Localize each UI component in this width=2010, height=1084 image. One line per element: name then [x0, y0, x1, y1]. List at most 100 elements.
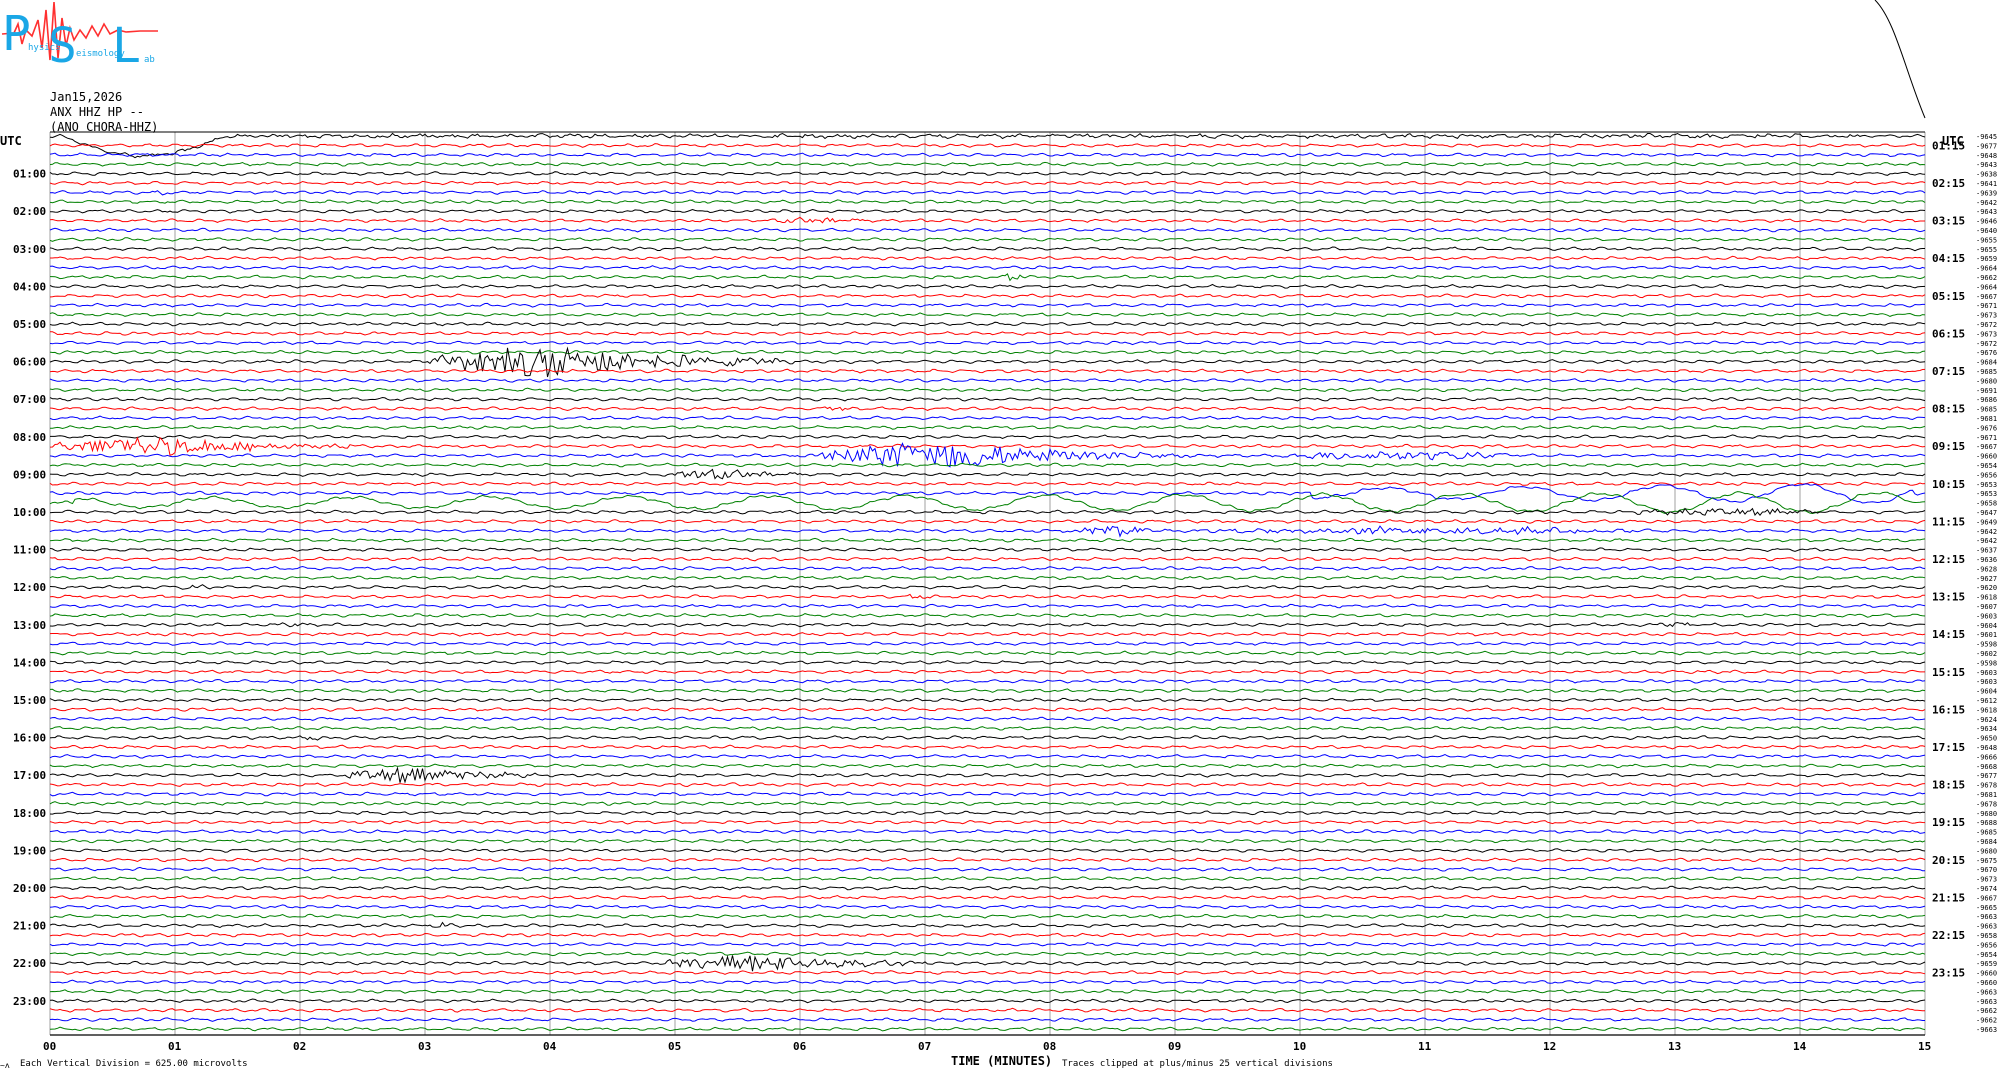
offset-label-50: -9607 — [1976, 603, 1997, 611]
trace-row-39 — [49, 491, 1926, 515]
offset-label-27: -9691 — [1976, 387, 1997, 395]
trace-row-91 — [49, 988, 1926, 994]
right-label-9: 10:15 — [1932, 478, 1965, 491]
offset-label-6: -9639 — [1976, 189, 1997, 197]
offset-label-71: -9678 — [1976, 800, 1997, 808]
right-label-5: 06:15 — [1932, 327, 1965, 340]
x-tick-10: 10 — [1293, 1040, 1306, 1053]
right-label-12: 13:15 — [1932, 591, 1965, 604]
offset-label-16: -9664 — [1976, 283, 1997, 291]
left-label-15: 16:00 — [13, 732, 46, 745]
x-tick-03: 03 — [418, 1040, 431, 1053]
trace-row-71 — [49, 800, 1926, 806]
x-tick-13: 13 — [1668, 1040, 1681, 1053]
trace-row-24 — [49, 346, 1926, 378]
trace-row-12 — [49, 246, 1925, 252]
offset-label-26: -9680 — [1976, 377, 1997, 385]
trace-row-8 — [50, 208, 1926, 214]
trace-row-79 — [49, 876, 1926, 882]
drift-curve — [1874, 0, 1926, 119]
offset-label-47: -9627 — [1976, 575, 1997, 583]
trace-row-51 — [49, 612, 1926, 618]
trace-row-26 — [49, 377, 1925, 383]
channel-label: ANX HHZ HP -- — [50, 105, 144, 119]
left-label-1: 02:00 — [13, 205, 46, 218]
trace-row-58 — [50, 678, 1926, 684]
trace-row-31 — [50, 425, 1926, 430]
clip-note: Traces clipped at plus/minus 25 vertical… — [1062, 1059, 1333, 1069]
trace-row-72 — [49, 810, 1926, 816]
offset-label-95: -9663 — [1976, 1026, 1997, 1034]
trace-row-36 — [49, 468, 1926, 480]
trace-row-89 — [50, 970, 1926, 976]
left-label-3: 04:00 — [13, 280, 46, 293]
corner-mark: ~ʌ — [0, 1061, 10, 1070]
right-label-1: 02:15 — [1932, 177, 1965, 190]
offset-label-41: -9649 — [1976, 518, 1997, 526]
offset-label-21: -9673 — [1976, 330, 1997, 338]
trace-row-62 — [49, 716, 1926, 722]
right-label-13: 14:15 — [1932, 628, 1965, 641]
trace-row-61 — [49, 706, 1926, 712]
trace-row-3 — [49, 161, 1926, 167]
offset-label-63: -9634 — [1976, 725, 1997, 733]
offset-label-29: -9685 — [1976, 406, 1997, 414]
right-label-10: 11:15 — [1932, 515, 1965, 528]
offset-label-64: -9650 — [1976, 735, 1997, 743]
offset-label-31: -9676 — [1976, 424, 1997, 432]
left-label-11: 12:00 — [13, 581, 46, 594]
trace-row-4 — [49, 171, 1926, 176]
right-label-17: 18:15 — [1932, 779, 1965, 792]
offset-label-53: -9601 — [1976, 631, 1997, 639]
trace-row-13 — [50, 255, 1926, 261]
left-label-17: 18:00 — [13, 807, 46, 820]
left-label-21: 22:00 — [13, 957, 46, 970]
right-label-14: 15:15 — [1932, 666, 1965, 679]
offset-label-89: -9660 — [1976, 970, 1997, 978]
trace-row-32 — [50, 434, 1926, 440]
right-label-3: 04:15 — [1932, 252, 1965, 265]
left-label-14: 15:00 — [13, 694, 46, 707]
logo-letter-p: P — [2, 6, 31, 62]
trace-row-86 — [49, 941, 1926, 947]
offset-label-10: -9640 — [1976, 227, 1997, 235]
trace-row-94 — [49, 1017, 1925, 1023]
offset-label-14: -9664 — [1976, 265, 1997, 273]
offset-label-46: -9628 — [1976, 565, 1997, 573]
trace-row-34 — [49, 442, 1926, 468]
offset-label-28: -9686 — [1976, 396, 1997, 404]
trace-row-95 — [49, 1026, 1926, 1032]
right-label-11: 12:15 — [1932, 553, 1965, 566]
time-gridlines — [49, 132, 1926, 1035]
right-label-6: 07:15 — [1932, 365, 1965, 378]
right-label-22: 23:15 — [1932, 967, 1965, 980]
right-label-0: 01:15 — [1932, 139, 1965, 152]
trace-row-37 — [49, 481, 1926, 487]
left-label-18: 19:00 — [13, 844, 46, 857]
offset-label-68: -9677 — [1976, 772, 1997, 780]
x-tick-11: 11 — [1418, 1040, 1432, 1053]
trace-row-7 — [49, 199, 1926, 205]
logo-word-physics: hysics — [28, 43, 61, 53]
x-tick-06: 06 — [793, 1040, 807, 1053]
trace-row-11 — [49, 237, 1925, 242]
offset-label-54: -9598 — [1976, 641, 1997, 649]
offset-label-79: -9673 — [1976, 876, 1997, 884]
trace-row-73 — [49, 819, 1926, 825]
right-label-2: 03:15 — [1932, 215, 1965, 228]
trace-row-48 — [49, 584, 1926, 590]
left-label-22: 23:00 — [13, 995, 46, 1008]
x-tick-02: 02 — [293, 1040, 306, 1053]
psl-logo: P S L hysics eismology ab — [1, 1, 158, 74]
trace-row-60 — [49, 697, 1926, 703]
offset-label-40: -9647 — [1976, 509, 1997, 517]
offset-label-94: -9662 — [1976, 1017, 1997, 1025]
offset-label-11: -9655 — [1976, 236, 1997, 244]
offset-label-57: -9603 — [1976, 669, 1997, 677]
station-label: (ANO CHORA-HHZ) — [50, 120, 158, 134]
offset-label-19: -9673 — [1976, 312, 1997, 320]
left-label-8: 09:00 — [13, 468, 46, 481]
right-label-20: 21:15 — [1932, 891, 1965, 904]
offset-label-32: -9671 — [1976, 434, 1997, 442]
offset-label-84: -9663 — [1976, 923, 1997, 931]
